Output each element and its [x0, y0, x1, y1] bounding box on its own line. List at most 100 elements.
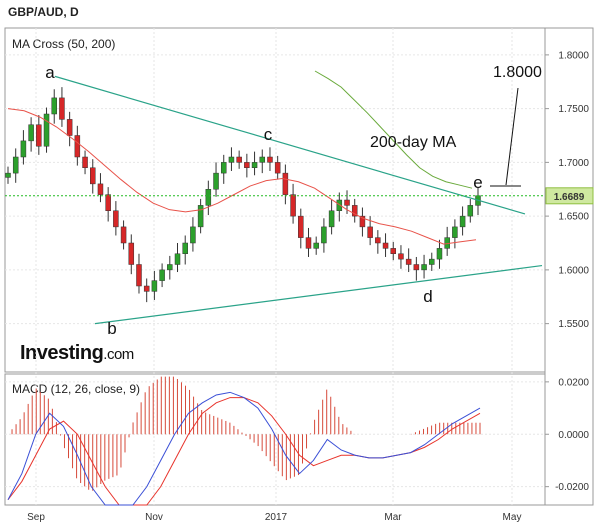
- candle-up: [228, 156, 235, 163]
- macd-signal-line: [7, 397, 481, 506]
- y-tick-label: 1.8000: [558, 50, 589, 61]
- candle-up: [421, 264, 427, 271]
- macd-panel-label: MACD (12, 26, close, 9): [12, 382, 141, 396]
- candle-up: [43, 113, 50, 147]
- pair-title: GBP/AUD, D: [8, 5, 79, 19]
- candle-up: [28, 124, 34, 142]
- last-price-tag: [545, 187, 594, 205]
- candle-down: [290, 194, 296, 217]
- candle-up: [336, 199, 343, 211]
- candle-up: [167, 264, 173, 271]
- candle-up: [174, 253, 181, 265]
- candle-up: [321, 226, 327, 244]
- candle-up: [220, 162, 227, 174]
- candle-down: [59, 97, 65, 120]
- candle-down: [274, 162, 281, 174]
- y-tick-label: 1.6500: [558, 212, 589, 223]
- ma50-line: [7, 108, 477, 245]
- candle-up: [205, 189, 212, 206]
- candle-down: [405, 258, 412, 265]
- macd-y-tick-label: 0.0200: [558, 377, 589, 388]
- candle-down: [90, 167, 96, 185]
- candle-down: [382, 242, 389, 249]
- candle-down: [36, 124, 42, 147]
- wave-label-b: b: [107, 319, 116, 338]
- wave-label-c: c: [264, 125, 273, 144]
- x-tick-label: May: [503, 512, 522, 523]
- candle-up: [51, 97, 57, 115]
- macd-panel-frame: [4, 373, 546, 506]
- wave-label-a: a: [45, 63, 55, 82]
- macd-line: [7, 391, 481, 506]
- y-tick-label: 1.5500: [558, 319, 589, 330]
- candle-up: [151, 280, 158, 292]
- x-tick-label: Sep: [27, 512, 45, 523]
- candle-up: [436, 248, 443, 260]
- candle-up: [251, 162, 258, 168]
- x-tick-label: Mar: [384, 512, 402, 523]
- price-axis-frame: [544, 27, 594, 506]
- candle-up: [197, 205, 204, 228]
- candle-up: [182, 242, 188, 254]
- main-panel-frame: [4, 27, 546, 373]
- candle-down: [120, 226, 127, 244]
- candle-down: [344, 199, 350, 206]
- candle-down: [244, 162, 250, 168]
- macd-y-tick-label: 0.0000: [558, 430, 589, 441]
- candle-down: [367, 226, 373, 238]
- candle-down: [298, 215, 304, 238]
- candle-up: [459, 215, 466, 228]
- y-tick-label: 1.7000: [558, 158, 589, 169]
- candle-down: [398, 253, 404, 260]
- candle-up: [259, 156, 266, 163]
- candle-up: [190, 226, 196, 244]
- candle-down: [351, 205, 358, 217]
- candle-up: [328, 210, 335, 228]
- candle-down: [413, 264, 420, 271]
- candle-down: [305, 237, 312, 249]
- candle-down: [375, 237, 381, 244]
- candle-up: [159, 269, 165, 281]
- ma200-line: [314, 70, 473, 189]
- candle-up: [313, 242, 319, 249]
- candle-down: [66, 119, 73, 136]
- y-tick-label: 1.7500: [558, 104, 589, 115]
- target-label: 1.8000: [493, 64, 542, 81]
- candle-up: [429, 258, 435, 265]
- candle-down: [390, 248, 396, 254]
- candle-down: [74, 135, 81, 158]
- wave-label-e: e: [473, 173, 482, 192]
- target-pointer: [505, 87, 519, 186]
- candle-down: [282, 172, 289, 195]
- candle-up: [5, 172, 11, 178]
- candle-down: [113, 210, 119, 228]
- upper-trendline: [54, 75, 526, 215]
- macd-y-tick-label: -0.0200: [555, 482, 589, 493]
- x-tick-label: 2017: [265, 512, 288, 523]
- candle-down: [105, 194, 111, 211]
- last-price-label: 1.6689: [554, 192, 585, 203]
- candle-down: [359, 215, 366, 228]
- candle-up: [467, 205, 474, 217]
- lower-trendline: [94, 264, 543, 325]
- candle-down: [97, 183, 104, 195]
- candle-down: [128, 242, 135, 265]
- wave-label-d: d: [423, 287, 432, 306]
- candle-up: [20, 140, 27, 158]
- candle-down: [143, 285, 150, 292]
- ma200-annotation: 200-day MA: [370, 134, 457, 151]
- investing-logo: Investing.com: [20, 342, 134, 365]
- main-panel-label: MA Cross (50, 200): [12, 37, 116, 51]
- candle-up: [213, 172, 219, 190]
- candle-down: [236, 156, 242, 163]
- y-tick-label: 1.6000: [558, 265, 589, 276]
- x-tick-label: Nov: [145, 512, 163, 523]
- logo-brand: Investing: [20, 342, 104, 364]
- candle-down: [267, 156, 273, 163]
- candle-down: [136, 264, 142, 287]
- candle-down: [82, 156, 88, 168]
- candle-up: [12, 156, 19, 174]
- logo-suffix: .com: [103, 346, 134, 363]
- candle-up: [452, 226, 458, 238]
